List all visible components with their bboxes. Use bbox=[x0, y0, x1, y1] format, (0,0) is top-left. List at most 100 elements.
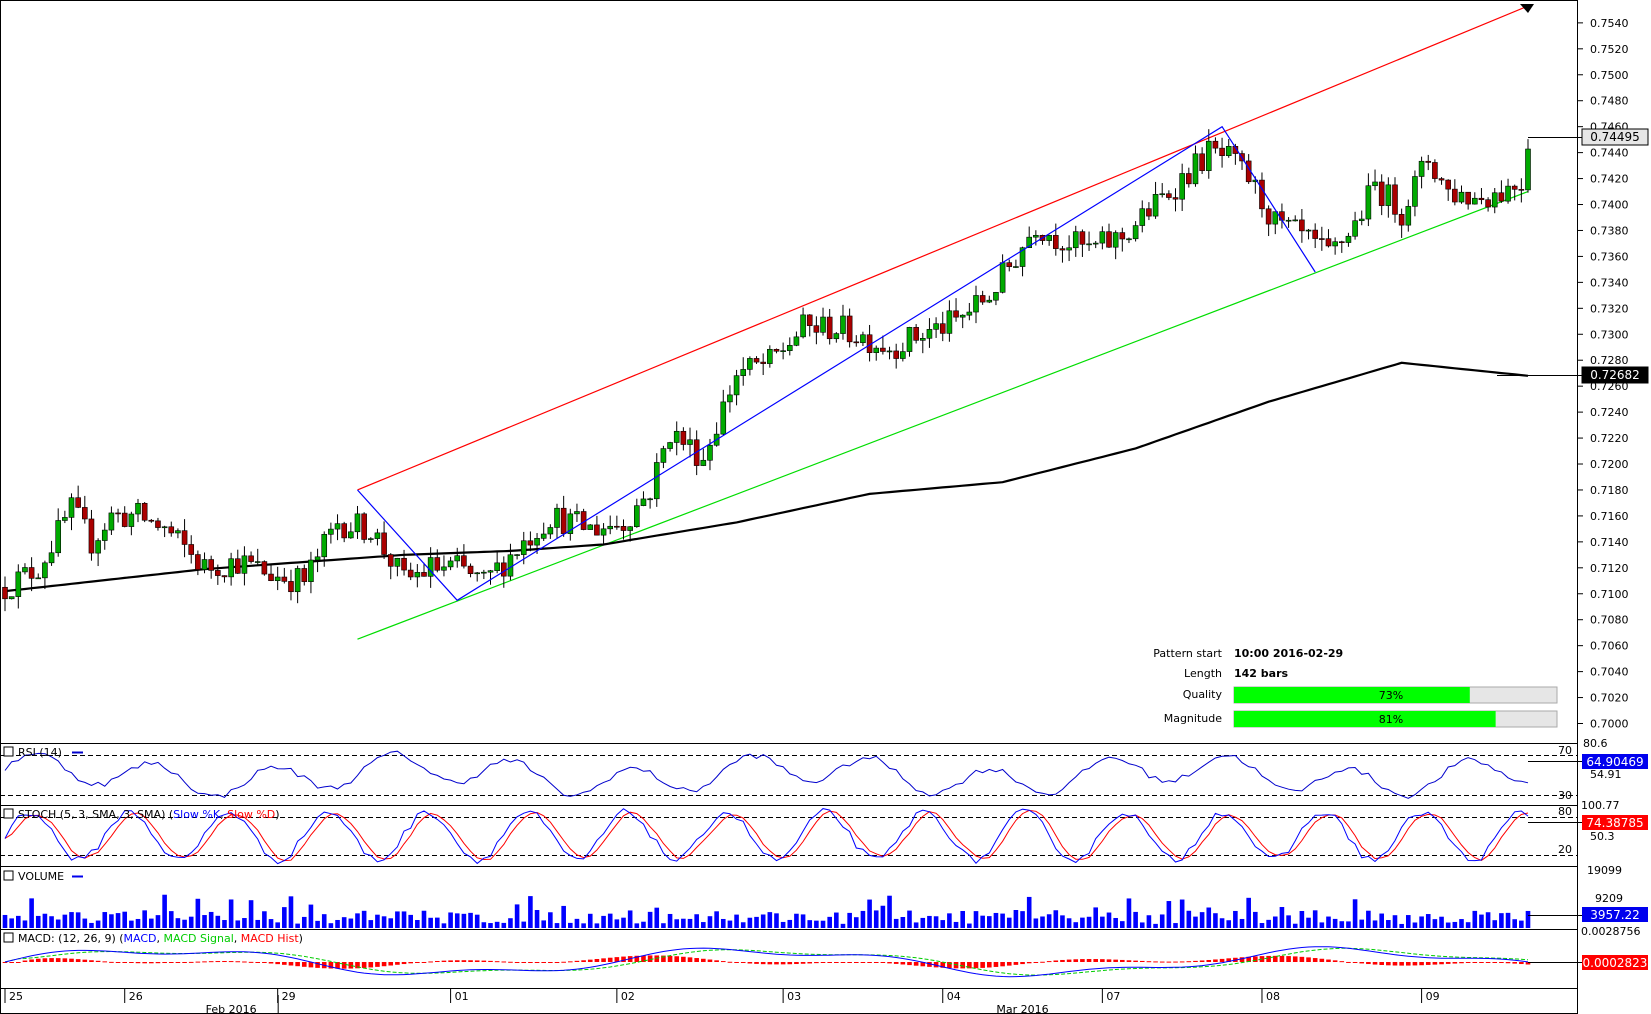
macd-hist-bar bbox=[388, 962, 394, 966]
stoch-lines bbox=[4, 808, 1529, 865]
candle bbox=[1119, 227, 1126, 252]
candle bbox=[1438, 177, 1445, 185]
volume-bar bbox=[35, 915, 41, 928]
volume-bar bbox=[960, 910, 965, 928]
candle bbox=[1505, 178, 1511, 204]
candle bbox=[574, 503, 580, 522]
macd-hist-bar bbox=[1033, 962, 1039, 963]
macd-hist-bar bbox=[548, 962, 553, 963]
candle-body bbox=[1046, 235, 1052, 241]
volume-bar bbox=[69, 912, 74, 928]
volume-bar bbox=[1060, 915, 1065, 928]
candle bbox=[614, 515, 620, 530]
rsi-level-high: 70 bbox=[1558, 744, 1572, 757]
macd-hist-bar bbox=[720, 961, 726, 963]
volume-bar bbox=[1519, 920, 1524, 928]
candle bbox=[394, 557, 401, 577]
channel-lower-line bbox=[357, 190, 1529, 640]
macd-hist-bar bbox=[1412, 962, 1418, 966]
macd-hist-bar bbox=[634, 955, 640, 962]
length-value: 142 bars bbox=[1234, 667, 1289, 680]
macd-close-icon[interactable] bbox=[3, 932, 14, 943]
macd-hist-bar bbox=[135, 962, 141, 964]
volume-bar bbox=[255, 919, 261, 928]
macd-hist-bar bbox=[528, 962, 533, 963]
macd-hist-bar bbox=[1166, 961, 1172, 963]
candle-body bbox=[880, 347, 886, 352]
candle bbox=[1099, 226, 1106, 250]
candle bbox=[1072, 225, 1079, 257]
candle-body bbox=[62, 517, 68, 521]
day-label: 25 bbox=[9, 990, 23, 1003]
volume-bar bbox=[1113, 917, 1118, 928]
macd-hist-bar bbox=[375, 962, 380, 967]
candle-body bbox=[321, 533, 328, 558]
macd-hist-bar bbox=[1339, 961, 1345, 963]
candle-body bbox=[128, 513, 135, 527]
volume-bar bbox=[1445, 922, 1451, 928]
volume-bar bbox=[208, 911, 214, 928]
macd-hist-bar bbox=[368, 962, 374, 968]
volume-bar bbox=[980, 915, 985, 928]
macd-hist-bar bbox=[1126, 960, 1132, 962]
stoch-close-icon[interactable] bbox=[3, 808, 14, 819]
candle bbox=[1332, 237, 1338, 255]
candle-body bbox=[1352, 220, 1358, 237]
quality-label: Quality bbox=[1183, 688, 1223, 701]
macd-hist-bar bbox=[1512, 962, 1517, 964]
candle-body bbox=[248, 555, 254, 562]
macd-hist-bar bbox=[1193, 960, 1198, 962]
macd-hist-bar bbox=[95, 960, 101, 962]
macd-hist-bar bbox=[235, 961, 241, 963]
candle bbox=[1126, 237, 1132, 244]
volume-bar bbox=[1159, 914, 1165, 928]
candle-body bbox=[1358, 218, 1365, 222]
volume-bar bbox=[1046, 914, 1052, 928]
candle bbox=[540, 522, 547, 541]
price-tick-label: 0.7320 bbox=[1590, 302, 1629, 315]
volume-bar bbox=[481, 922, 487, 928]
macd-hist-bar bbox=[215, 961, 221, 963]
rsi-close-icon[interactable] bbox=[3, 746, 14, 757]
day-label: 03 bbox=[787, 990, 801, 1003]
candle-body bbox=[986, 299, 993, 303]
candle bbox=[1066, 235, 1072, 262]
candle bbox=[254, 548, 261, 566]
volume-bar bbox=[288, 896, 294, 928]
candle-body bbox=[793, 336, 800, 346]
candle bbox=[314, 548, 321, 573]
candle bbox=[22, 563, 28, 575]
volume-bar bbox=[807, 920, 813, 928]
candle bbox=[1092, 240, 1099, 249]
candle bbox=[175, 528, 181, 539]
volume-close-icon[interactable] bbox=[3, 870, 14, 881]
candle bbox=[1418, 156, 1425, 189]
volume-bar bbox=[1100, 916, 1105, 928]
macd-hist-bar bbox=[328, 962, 334, 969]
volume-bar bbox=[614, 919, 620, 928]
candle bbox=[208, 555, 214, 579]
volume-bar bbox=[1492, 920, 1498, 928]
rsi-panel: RSI (14) 80.6 70 30 54.91 64.90469 bbox=[0, 737, 1648, 802]
candle-body bbox=[308, 559, 314, 582]
volume-bar bbox=[434, 917, 440, 928]
macd-hist-bar bbox=[208, 961, 214, 963]
macd-hist-bar bbox=[1326, 959, 1331, 962]
volume-bar bbox=[275, 922, 280, 928]
macd-hist-bar bbox=[1505, 962, 1511, 964]
candle bbox=[1372, 169, 1378, 191]
macd-hist-bar bbox=[1425, 962, 1431, 965]
candle bbox=[141, 502, 148, 523]
candle-body bbox=[913, 327, 919, 341]
macd-hist-bar bbox=[827, 962, 832, 963]
volume-bar bbox=[1126, 898, 1132, 928]
candle bbox=[474, 571, 480, 582]
candle-body bbox=[1146, 208, 1152, 217]
volume-bar bbox=[534, 910, 540, 928]
macd-hist-bar bbox=[834, 962, 839, 963]
candle-body bbox=[1405, 206, 1412, 226]
macd-hist-bar bbox=[1399, 962, 1404, 966]
candle-body bbox=[294, 568, 301, 593]
length-label: Length bbox=[1184, 667, 1222, 680]
candle-body bbox=[108, 512, 115, 531]
